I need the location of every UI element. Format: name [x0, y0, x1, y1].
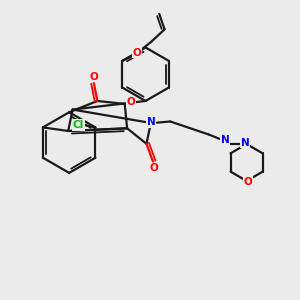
Text: Cl: Cl	[73, 120, 84, 130]
Text: N: N	[147, 117, 156, 128]
Text: O: O	[149, 163, 158, 173]
Text: O: O	[89, 72, 98, 82]
Text: O: O	[243, 177, 252, 187]
Text: O: O	[132, 47, 141, 58]
Text: N: N	[221, 135, 230, 145]
Text: N: N	[241, 138, 250, 148]
Text: O: O	[127, 97, 136, 107]
